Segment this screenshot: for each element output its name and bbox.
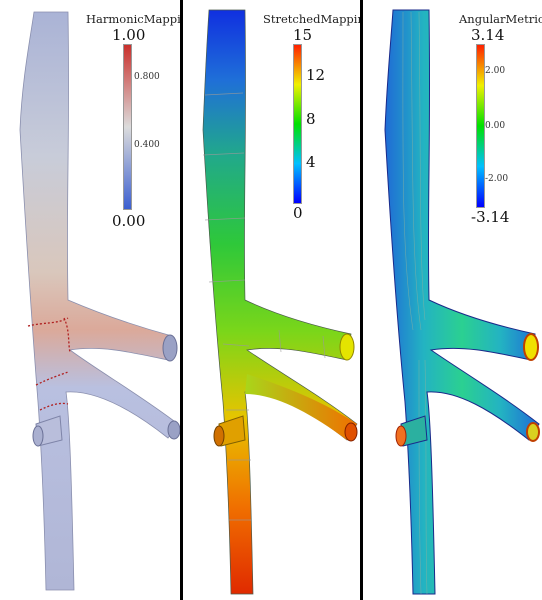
vessel-opening-stub <box>396 426 406 446</box>
colorbar-max-label: 15 <box>293 26 312 44</box>
colorbar-tick-label: 0.00 <box>485 121 505 131</box>
colorbar-tick-label: 0.800 <box>134 72 160 82</box>
vessel-trunk <box>20 12 178 590</box>
colorbar-max-label: 1.00 <box>112 26 145 44</box>
colorbar-tick-label: 0.400 <box>134 140 160 150</box>
colorbar-min-label: 0.00 <box>112 212 145 230</box>
colorbar-tick-label: 2.00 <box>485 66 505 76</box>
panel-stretched-mapping: StretchedMapping 15 12 8 4 0 <box>183 0 360 600</box>
panel-angular-metric: AngularMetric 3.14 2.00 0.00 -2.00 -3.14 <box>363 0 542 600</box>
vessel-render-angular <box>363 0 542 600</box>
colorbar-title: AngularMetric <box>459 12 542 26</box>
colorbar-tick-label: -2.00 <box>485 174 508 184</box>
vessel-opening-stub <box>214 426 224 446</box>
colorbar-title: StretchedMapping <box>263 12 360 26</box>
vessel-trunk <box>203 10 357 594</box>
colorbar-tick-label: 12 <box>306 66 325 84</box>
vessel-opening-bottom-right <box>527 423 539 441</box>
vessel-opening-stub <box>33 426 43 446</box>
vessel-opening-right <box>163 335 177 361</box>
colorbar-min-label: 0 <box>293 204 303 222</box>
vessel-opening-right <box>524 334 538 360</box>
colorbar-tick-label: 8 <box>306 110 316 128</box>
vessel-render-harmonic <box>0 0 180 600</box>
colorbar <box>293 44 302 204</box>
vessel-trunk <box>385 10 539 594</box>
vessel-branch-lower <box>245 374 357 440</box>
colorbar-max-label: 3.14 <box>471 26 504 44</box>
colorbar-min-label: -3.14 <box>471 208 509 226</box>
vessel-opening-bottom-right <box>168 421 180 439</box>
colorbar <box>123 44 132 210</box>
colorbar <box>476 44 485 208</box>
colorbar-tick-label: 4 <box>306 153 316 171</box>
vessel-opening-right <box>340 334 354 360</box>
vessel-render-stretched <box>183 0 360 600</box>
vessel-opening-bottom-right <box>345 423 357 441</box>
panel-harmonic-mapping: HarmonicMapping 1.00 0.800 0.400 0.00 <box>0 0 180 600</box>
colorbar-title: HarmonicMapping <box>86 12 180 26</box>
